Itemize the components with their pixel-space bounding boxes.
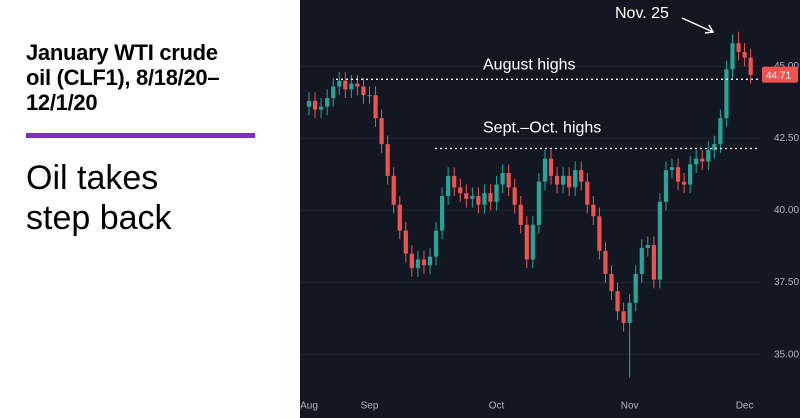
candle-body — [361, 86, 366, 96]
candle-body — [506, 172, 511, 188]
candle-body — [694, 158, 699, 165]
candle-body — [512, 187, 517, 205]
candle-body — [585, 181, 590, 205]
candle-body — [579, 170, 584, 182]
candle-body — [536, 181, 541, 225]
candle-body — [706, 149, 711, 162]
candle-body — [591, 204, 596, 217]
candle-body — [440, 196, 445, 231]
candle-body — [403, 230, 408, 254]
candle-body — [488, 193, 493, 202]
candle-body — [633, 273, 638, 303]
candle-body — [621, 311, 626, 323]
candle-body — [645, 245, 650, 248]
x-tick-label: Dec — [736, 401, 754, 412]
candle-body — [343, 80, 348, 90]
candle-body — [609, 273, 614, 292]
candle-body — [748, 57, 753, 75]
candle-body — [548, 158, 554, 176]
candle-body — [627, 302, 632, 323]
candle-body — [724, 69, 729, 119]
text-panel: January WTI crude oil (CLF1), 8/18/20–12… — [0, 0, 300, 418]
candle-body — [742, 51, 747, 58]
candle-body — [524, 224, 529, 260]
candle-body — [736, 43, 741, 52]
candle-body — [385, 144, 390, 176]
x-tick-label: Sep — [361, 401, 379, 412]
x-tick-label: Oct — [489, 401, 505, 412]
candle-body — [325, 98, 330, 107]
y-tick-label: 45.00 — [774, 61, 799, 72]
candle-body — [464, 193, 469, 199]
candle-body — [415, 259, 420, 269]
candle-body — [458, 187, 463, 194]
candle-body — [573, 170, 578, 188]
candle-body — [379, 118, 384, 145]
candle-body — [433, 230, 439, 257]
y-tick-label: 40.00 — [774, 205, 799, 216]
candle-body — [675, 167, 681, 182]
candle-body — [597, 216, 602, 251]
candle-body — [331, 86, 336, 99]
candle-body — [470, 196, 475, 199]
candle-body — [615, 291, 620, 312]
y-tick-label: 42.50 — [774, 133, 799, 144]
candle-body — [554, 175, 560, 185]
candle-body — [688, 164, 693, 185]
candle-body — [494, 184, 499, 202]
x-tick-label: Aug — [300, 401, 318, 412]
candle-body — [700, 158, 705, 162]
candle-body — [355, 83, 360, 87]
candle-body — [682, 181, 687, 185]
annotation: August highs — [483, 57, 576, 74]
candle-body — [518, 204, 523, 225]
price-tag-label: 44.71 — [766, 70, 791, 81]
candle-body — [663, 170, 669, 202]
candle-body — [482, 193, 487, 205]
annotation-arrow — [681, 17, 715, 34]
candle-body — [603, 250, 608, 274]
candle-body — [730, 43, 735, 70]
price-tag — [762, 66, 798, 83]
candle-body — [312, 100, 318, 110]
candle-body — [373, 95, 378, 119]
candle-body — [712, 144, 717, 150]
x-tick-label: Nov — [621, 401, 639, 412]
accent-bar — [26, 133, 255, 138]
candle-body — [391, 175, 396, 205]
annotation: Sept.–Oct. highs — [483, 120, 601, 137]
chart-subtitle: Oil takes step back — [26, 159, 172, 237]
candle-body — [306, 100, 312, 107]
y-tick-label: 37.50 — [774, 277, 799, 288]
candle-body — [409, 253, 414, 269]
candle-body — [446, 175, 451, 197]
candle-body — [530, 224, 535, 260]
candle-body — [567, 175, 572, 188]
chart: 35.00 37.50 40.00 42.50 45.00 Aug Sep Oct Nov Dec… — [300, 0, 800, 418]
candle-body — [500, 172, 505, 185]
candle-body — [669, 167, 675, 171]
candle-body — [367, 95, 372, 97]
candle-body — [476, 196, 481, 205]
y-tick-label: 35.00 — [774, 349, 799, 360]
candle-body — [397, 204, 402, 231]
plot-background — [300, 0, 800, 418]
candle-body — [452, 175, 457, 188]
chart-title: January WTI crude oil (CLF1), 8/18/20–12… — [26, 40, 220, 115]
candle-body — [542, 158, 548, 182]
candle-body — [657, 201, 662, 280]
annotation: Nov. 25 — [615, 5, 669, 22]
candle-body — [639, 247, 644, 274]
candle-body — [421, 259, 427, 266]
candle-body — [319, 106, 324, 110]
candle-body — [337, 80, 342, 87]
candle-body — [349, 83, 354, 90]
candle-body — [427, 256, 433, 266]
candle-body — [651, 245, 656, 280]
candle-body — [718, 118, 723, 145]
candle-body — [561, 175, 566, 185]
